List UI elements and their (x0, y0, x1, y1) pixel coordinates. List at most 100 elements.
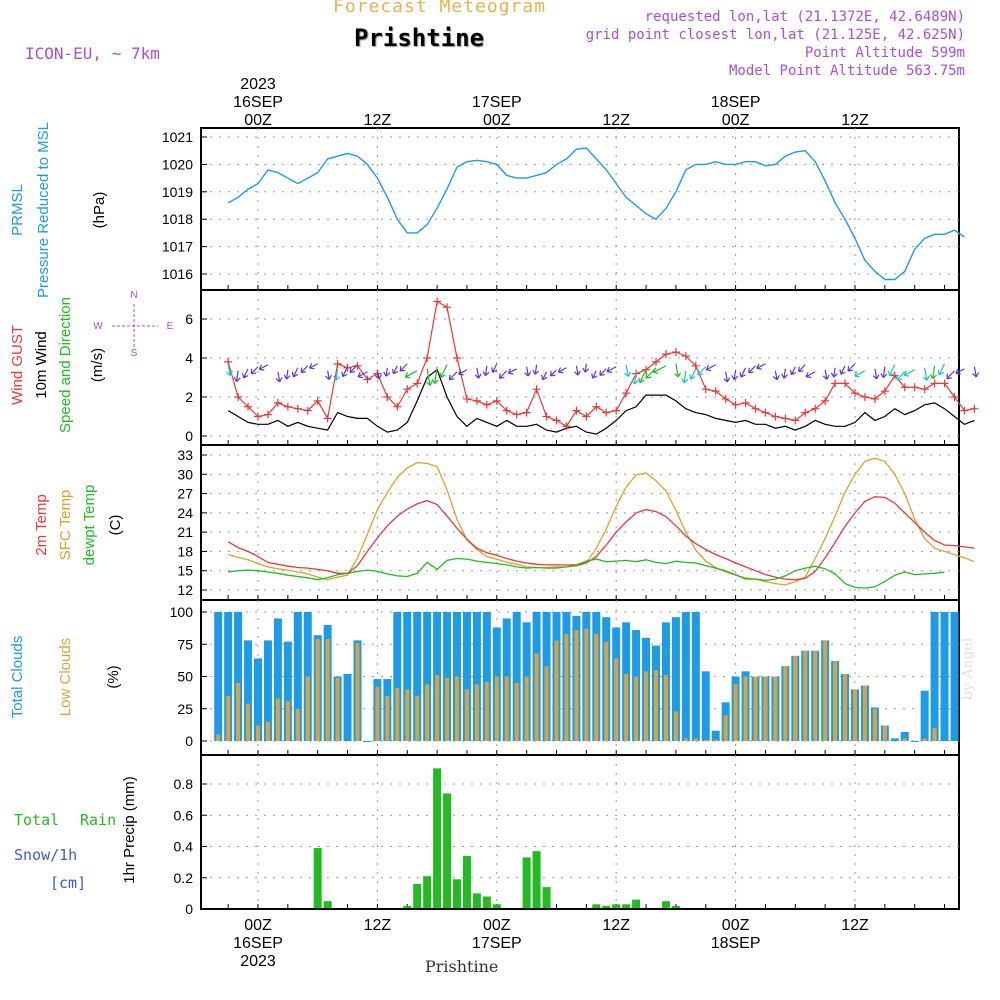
gust-marker (741, 398, 750, 407)
arrow-shape (972, 366, 980, 378)
rain-bar (542, 887, 551, 909)
wind-direction-arrow (652, 365, 667, 374)
total-cloud-bar (890, 738, 899, 741)
dewpt-temp-line (228, 557, 945, 589)
total-cloud-bar (413, 612, 422, 741)
wind-direction-arrow (903, 369, 915, 377)
compass-e: E (167, 321, 174, 332)
total-cloud-bar (701, 671, 710, 741)
wind-direction-arrow (674, 363, 682, 378)
low-cloud-bar (703, 739, 708, 741)
wind-direction-arrow (798, 364, 806, 373)
gust-marker (383, 393, 392, 401)
arrow-shape (805, 371, 816, 378)
y-tick-label: 0.2 (174, 870, 194, 886)
y-tick-label: 24 (177, 505, 193, 521)
wind-direction-arrow (805, 371, 816, 378)
wind-direction-arrow (705, 364, 716, 372)
low-cloud-bar (783, 666, 788, 741)
wind-direction-arrow (638, 369, 647, 384)
arrow-shape (573, 365, 581, 376)
wind-direction-arrow (233, 370, 241, 383)
y-tick-label: 75 (177, 636, 193, 652)
compass-n: N (130, 290, 137, 301)
arrow-shape (507, 368, 517, 375)
wind-direction-arrow (426, 368, 433, 386)
gust-marker (751, 404, 760, 413)
arrow-shape (541, 371, 548, 381)
arrow-shape (426, 368, 433, 386)
wind-10m-label: 10m Wind (33, 331, 50, 399)
low-cloud-bar (853, 689, 857, 741)
wind-direction-arrow (955, 368, 965, 375)
rain-bar (482, 896, 491, 909)
wind-direction-arrow (631, 371, 639, 385)
arrow-shape (498, 370, 508, 379)
low-cloud-bar (385, 695, 390, 741)
y-tick-label: 1018 (162, 211, 193, 227)
low-cloud-bar (226, 695, 231, 741)
bottom-time-label: 00Z (722, 917, 750, 934)
gust-marker (462, 394, 471, 403)
rain-bar (403, 905, 412, 909)
gust-marker (960, 406, 969, 415)
gust-marker (721, 394, 730, 403)
temp-unit: (C) (107, 515, 124, 536)
arrow-shape (847, 363, 856, 372)
total-cloud-bar (254, 658, 262, 741)
wind-direction-arrow (896, 371, 906, 381)
gust-marker (851, 389, 859, 398)
sfc-temp-line (228, 457, 975, 586)
wind-speed-line (227, 368, 975, 435)
y-tick-label: 1017 (162, 239, 193, 255)
total-cloud-bar (293, 612, 302, 741)
low-cloud-bar (902, 738, 907, 741)
compass-cross (112, 304, 158, 350)
low-cloud-bar (644, 671, 649, 741)
low-cloud-bar (624, 673, 629, 741)
gust-marker (821, 396, 830, 405)
low-cloud-bar (395, 688, 400, 741)
arrow-shape (357, 371, 368, 379)
low-cloud-bar (265, 721, 270, 741)
wind-direction-arrow (731, 369, 739, 381)
total-cloud-bar (423, 612, 432, 741)
grid-point-coords: grid point closest lon,lat (21.125E, 42.… (585, 27, 965, 43)
arrow-shape (233, 370, 241, 383)
low-cloud-bar (932, 728, 937, 741)
low-cloud-bar (663, 675, 668, 741)
low-cloud-bar (514, 682, 519, 741)
gust-marker (701, 385, 710, 394)
arrow-shape (474, 367, 482, 379)
arrow-shape (756, 363, 766, 370)
gust-marker (254, 412, 262, 421)
gust-marker (940, 379, 949, 388)
wind-direction-arrow (872, 368, 880, 380)
y-tick-label: 4 (185, 350, 193, 366)
low-cloud-bar (793, 655, 798, 741)
low-cloud-bar (375, 686, 380, 741)
arrow-shape (557, 367, 567, 374)
gust-marker (582, 412, 591, 421)
rain-bar (453, 879, 461, 909)
gust-marker (293, 404, 302, 413)
gust-marker (283, 402, 292, 411)
wind-direction-arrow (333, 368, 340, 381)
y-tick-label: 6 (185, 311, 193, 327)
gust-marker (602, 408, 611, 417)
gust-marker (950, 393, 959, 401)
wind-direction-arrow (458, 369, 468, 376)
compass-w: W (93, 321, 103, 332)
arrow-shape (839, 365, 846, 375)
wind-direction-arrow (491, 363, 498, 373)
rain-bar (622, 904, 631, 909)
gust-marker (263, 410, 272, 419)
low-cloud-bar (484, 681, 489, 741)
low-cloud-bar (584, 628, 589, 741)
wind-direction-arrow (880, 366, 888, 379)
gust-marker (532, 385, 541, 394)
rain-bar (612, 904, 621, 909)
gust-marker (443, 303, 452, 312)
low-cloud-bar (256, 725, 260, 741)
bottom-time-label: 2023 (240, 953, 276, 970)
